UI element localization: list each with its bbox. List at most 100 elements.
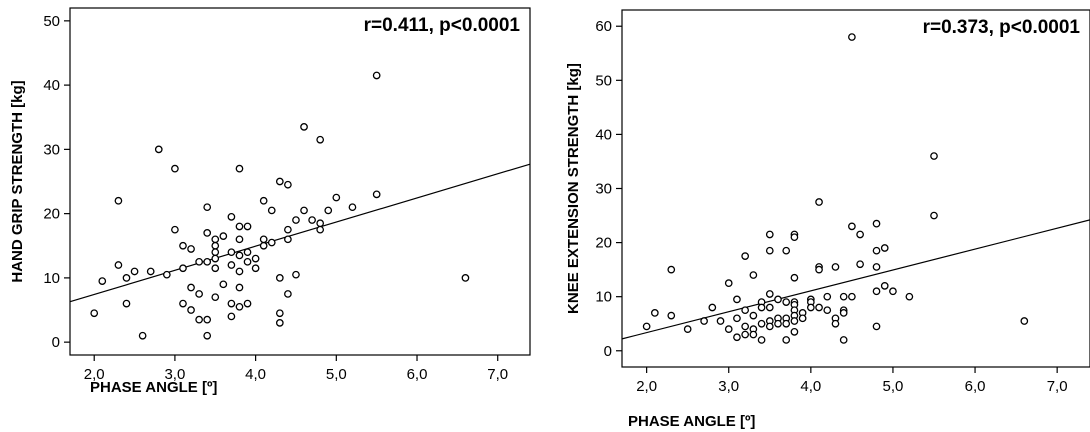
- chart-1-y-tick-label: 20: [43, 206, 60, 223]
- chart-2-data-point: [848, 33, 856, 41]
- chart-1-data-point: [243, 248, 252, 257]
- chart-2-data-point: [741, 322, 750, 331]
- chart-1-data-point: [195, 290, 203, 298]
- chart-1-data-point: [461, 274, 470, 282]
- chart-1-data-point: [203, 315, 212, 324]
- chart-1-data-point: [203, 229, 212, 237]
- chart-2-y-tick-label: 10: [595, 289, 612, 306]
- chart-2-data-point: [815, 198, 823, 206]
- chart-1-data-point: [275, 177, 284, 186]
- chart-2-data-point: [741, 330, 750, 339]
- chart-2-data-point: [839, 292, 848, 301]
- chart-2-data-point: [774, 319, 782, 328]
- chart-1-x-tick-label: 4,0: [245, 366, 266, 383]
- chart-1-data-point: [243, 257, 252, 266]
- chart-1-data-point: [179, 299, 187, 308]
- chart-2-data-point: [848, 292, 856, 301]
- chart-1-data-point: [284, 225, 292, 234]
- chart-2-y-axis-title: KNEE EXTENSION STRENGTH [kg]: [565, 63, 582, 314]
- chart-1-data-point: [211, 241, 220, 250]
- chart-2-regression-line: [621, 219, 1090, 340]
- chart-2-data-point: [831, 263, 840, 271]
- chart-1-x-tick-label: 6,0: [407, 366, 428, 383]
- chart-1-data-point: [243, 299, 252, 308]
- chart-1-data-point: [227, 312, 236, 321]
- chart-2-data-point: [765, 246, 774, 255]
- chart-1-data-point: [372, 71, 381, 80]
- chart-1-data-point: [187, 283, 195, 292]
- chart-2-x-tick-label: 2,0: [636, 378, 657, 395]
- chart-1-data-point: [171, 164, 179, 173]
- chart-2-data-point: [724, 325, 733, 333]
- chart-1-data-point: [146, 267, 155, 276]
- chart-2-data-point: [872, 246, 881, 255]
- chart-1-data-point: [267, 206, 276, 215]
- chart-1-data-point: [235, 283, 244, 292]
- chart-1-y-tick-label: 10: [43, 270, 60, 287]
- chart-1-data-point: [179, 241, 187, 250]
- chart-1-data-point: [219, 280, 228, 289]
- chart-1-data-point: [98, 277, 107, 285]
- chart-2-data-point: [930, 211, 938, 220]
- chart-1-data-point: [243, 222, 252, 231]
- chart-1-plot-frame: [69, 7, 531, 356]
- chart-1-data-point: [316, 219, 325, 228]
- chart-1-data-point: [259, 196, 268, 205]
- chart-2-group: 0 10 20 30 40 50 60 2,0 3,0 4,0 5,0 6,0 7,0 PHASE ANG…: [565, 9, 1090, 430]
- chart-1-x-tick-label: 5,0: [326, 366, 347, 383]
- chart-2-plot-frame: [621, 9, 1090, 368]
- chart-2-data-point: [724, 279, 733, 288]
- chart-2-x-tick-label: 5,0: [883, 378, 904, 395]
- chart-2-data-point: [790, 327, 799, 336]
- chart-2-data-point: [700, 317, 708, 325]
- chart-2-data-point: [815, 265, 823, 274]
- chart-2-data-point: [839, 309, 848, 317]
- chart-1-data-point: [372, 190, 381, 199]
- chart-2-data-point: [872, 322, 881, 331]
- chart-1-data-point: [211, 235, 220, 244]
- chart-2-data-point: [683, 325, 692, 333]
- chart-1-x-tick-label: 7,0: [487, 366, 508, 383]
- chart-2-data-point: [741, 306, 750, 315]
- chart-2-data-point: [823, 306, 832, 315]
- chart-1-y-tick-label: 40: [43, 77, 60, 94]
- chart-2-data-point: [749, 271, 758, 279]
- chart-1-data-point: [211, 264, 220, 273]
- chart-1-data-point: [138, 331, 147, 340]
- chart-1-data-point: [227, 299, 236, 308]
- chart-2-data-point: [905, 292, 914, 301]
- chart-2-data-point: [765, 290, 774, 298]
- chart-2-data-point: [889, 287, 897, 296]
- chart-1-data-point: [259, 241, 268, 250]
- chart-1-data-point: [203, 257, 212, 266]
- chart-2-data-point: [831, 319, 840, 328]
- chart-1-data-point: [154, 145, 163, 154]
- chart-1-data-point: [235, 302, 244, 311]
- chart-2-data-point: [757, 303, 766, 312]
- chart-1-data-point: [292, 216, 300, 224]
- chart-1-y-tick-label: 30: [43, 141, 60, 158]
- chart-2-data-point: [856, 260, 864, 269]
- chart-1-data-point: [284, 290, 292, 298]
- chart-1-data-point: [130, 267, 139, 276]
- chart-1-stat-annotation: r=0.411, p<0.0001: [364, 15, 521, 36]
- chart-1-data-point: [179, 264, 187, 273]
- chart-2-data-point: [733, 314, 741, 323]
- chart-2-y-tick-label: 0: [604, 343, 612, 360]
- chart-1-data-point: [211, 293, 220, 302]
- chart-1-data-point: [114, 261, 123, 269]
- chart-1-data-point: [122, 274, 131, 282]
- chart-1-data-point: [284, 235, 292, 244]
- chart-1-data-point: [162, 270, 171, 279]
- chart-2-x-axis-title: PHASE ANGLE [º]: [628, 413, 755, 430]
- chart-2-data-point: [782, 246, 791, 255]
- chart-1-data-point: [203, 331, 212, 340]
- chart-1-data-point: [211, 254, 220, 263]
- chart-2-data-point: [848, 222, 856, 231]
- chart-2-data-point: [790, 317, 799, 325]
- chart-2-data-point: [1020, 317, 1029, 325]
- chart-2-data-point: [872, 263, 881, 271]
- chart-2-data-point: [815, 303, 823, 312]
- chart-1-data-point: [275, 319, 284, 327]
